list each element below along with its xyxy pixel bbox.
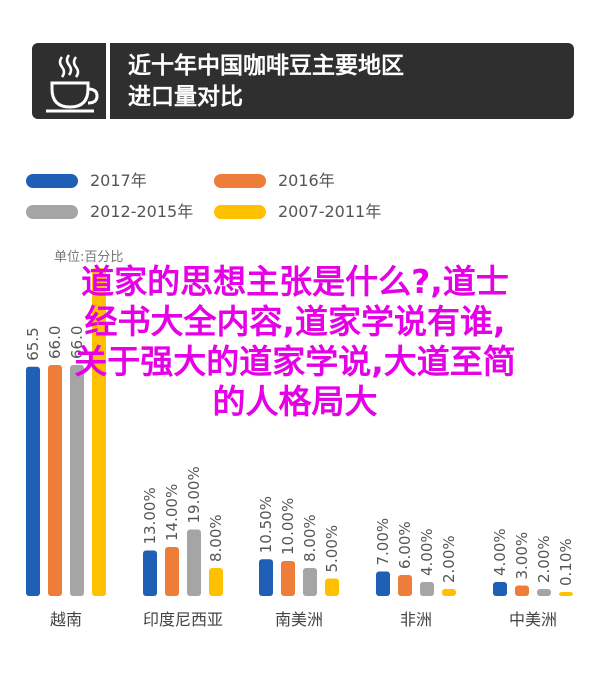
value-label-1-1: 14.00% [163,484,181,541]
value-label-2-1: 10.00% [279,498,297,555]
bar-2-1 [281,561,295,596]
chart-title: 近十年中国咖啡豆主要地区 进口量对比 [128,53,404,110]
value-label-2-0: 10.50% [257,496,275,553]
value-label-1-2: 19.00% [185,466,203,523]
bar-0-2 [70,365,84,596]
value-label-4-0: 4.00% [491,528,509,576]
bar-3-0 [376,571,390,596]
bar-4-3 [559,592,573,596]
coffee-cup-icon [46,54,99,113]
value-label-1-0: 13.00% [141,487,159,544]
value-label-3-1: 6.00% [396,521,414,569]
bar-2-2 [303,568,317,596]
category-label-3: 非洲 [400,610,432,629]
overlay-line-1: 道家的思想主张是什么?,道士 [81,262,509,301]
legend-label-2017: 2017年 [90,171,147,190]
bar-1-1 [165,547,179,596]
value-label-4-1: 3.00% [513,532,531,580]
legend-swatch-2016 [214,174,266,188]
value-label-4-2: 2.00% [535,535,553,583]
category-label-4: 中美洲 [509,610,557,629]
overlay-line-3: 关于强大的道家学说,大道至简 [74,342,516,381]
value-label-3-3: 2.00% [440,535,458,583]
bar-0-3 [92,268,106,596]
legend-swatch-2017 [26,174,78,188]
value-label-2-2: 8.00% [301,514,319,562]
legend-swatch-2012-2015 [26,205,78,219]
bar-1-0 [143,550,157,596]
coffee-icon-box [32,43,110,119]
value-label-4-3: 0.10% [557,538,575,586]
category-label-1: 印度尼西亚 [143,610,223,629]
legend-label-2012-2015: 2012-2015年 [90,202,194,221]
value-label-3-2: 4.00% [418,528,436,576]
value-label-2-3: 5.00% [323,525,341,573]
category-label-0: 越南 [50,610,82,629]
bar-3-3 [442,589,456,596]
bar-4-2 [537,589,551,596]
chart-header: 近十年中国咖啡豆主要地区 进口量对比 [32,43,574,119]
bar-1-3 [209,568,223,596]
bar-0-1 [48,365,62,596]
value-label-1-3: 8.00% [207,514,225,562]
bar-4-0 [493,582,507,596]
value-label-3-0: 7.00% [374,518,392,566]
unit-label: 单位:百分比 [54,250,124,265]
overlay-caption: 道家的思想主张是什么?,道士 经书大全内容,道家学说有谁, 关于强大的道家学说,… [10,262,580,422]
bar-4-1 [515,585,529,596]
value-label-0-0: 65.5 [24,327,42,360]
category-label-2: 南美洲 [275,610,323,629]
value-label-0-1: 66.0 [46,326,64,359]
legend-swatch-2007-2011 [214,205,266,219]
bar-3-2 [420,582,434,596]
bar-1-2 [187,529,201,596]
overlay-line-2: 经书大全内容,道家学说有谁, [84,302,506,341]
bar-3-1 [398,575,412,596]
bar-0-0 [26,366,40,596]
bar-2-0 [259,559,273,596]
value-label-0-2: 66.0 [68,326,86,359]
bar-2-3 [325,578,339,596]
overlay-line-4: 的人格局大 [212,382,378,421]
legend-label-2016: 2016年 [278,171,335,190]
legend-label-2007-2011: 2007-2011年 [278,202,382,221]
